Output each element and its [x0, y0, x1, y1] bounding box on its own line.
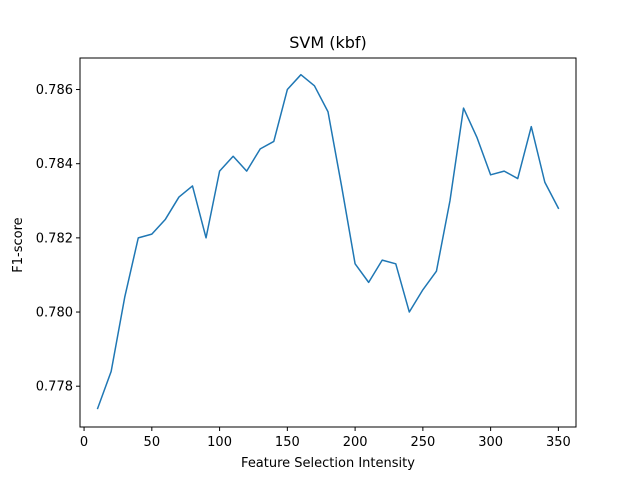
y-tick-label: 0.784: [36, 157, 73, 172]
y-tick-label: 0.778: [36, 380, 73, 395]
y-axis-label: F1-score: [11, 217, 26, 272]
chart-title: SVM (kbf): [289, 33, 367, 52]
y-tick-label: 0.786: [36, 83, 73, 98]
x-axis: 0 50 100 150 200 250 300 350: [80, 427, 571, 450]
plot-frame: [79, 57, 577, 428]
series-line: [96, 73, 560, 410]
x-tick-label: 150: [275, 435, 300, 450]
y-tick-label: 0.780: [36, 306, 73, 321]
y-axis: 0.778 0.780 0.782 0.784 0.786: [36, 83, 80, 395]
x-tick-label: 0: [80, 435, 88, 450]
x-axis-label: Feature Selection Intensity: [241, 456, 415, 471]
x-tick-label: 100: [207, 435, 232, 450]
plot-area: [96, 73, 560, 410]
x-tick-label: 350: [546, 435, 571, 450]
x-tick-label: 250: [410, 435, 435, 450]
x-tick-label: 300: [478, 435, 503, 450]
x-tick-label: 200: [343, 435, 368, 450]
y-tick-label: 0.782: [36, 231, 73, 246]
x-tick-label: 50: [144, 435, 161, 450]
